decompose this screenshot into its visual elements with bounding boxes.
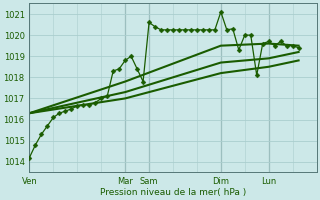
X-axis label: Pression niveau de la mer( hPa ): Pression niveau de la mer( hPa ): [100, 188, 246, 197]
